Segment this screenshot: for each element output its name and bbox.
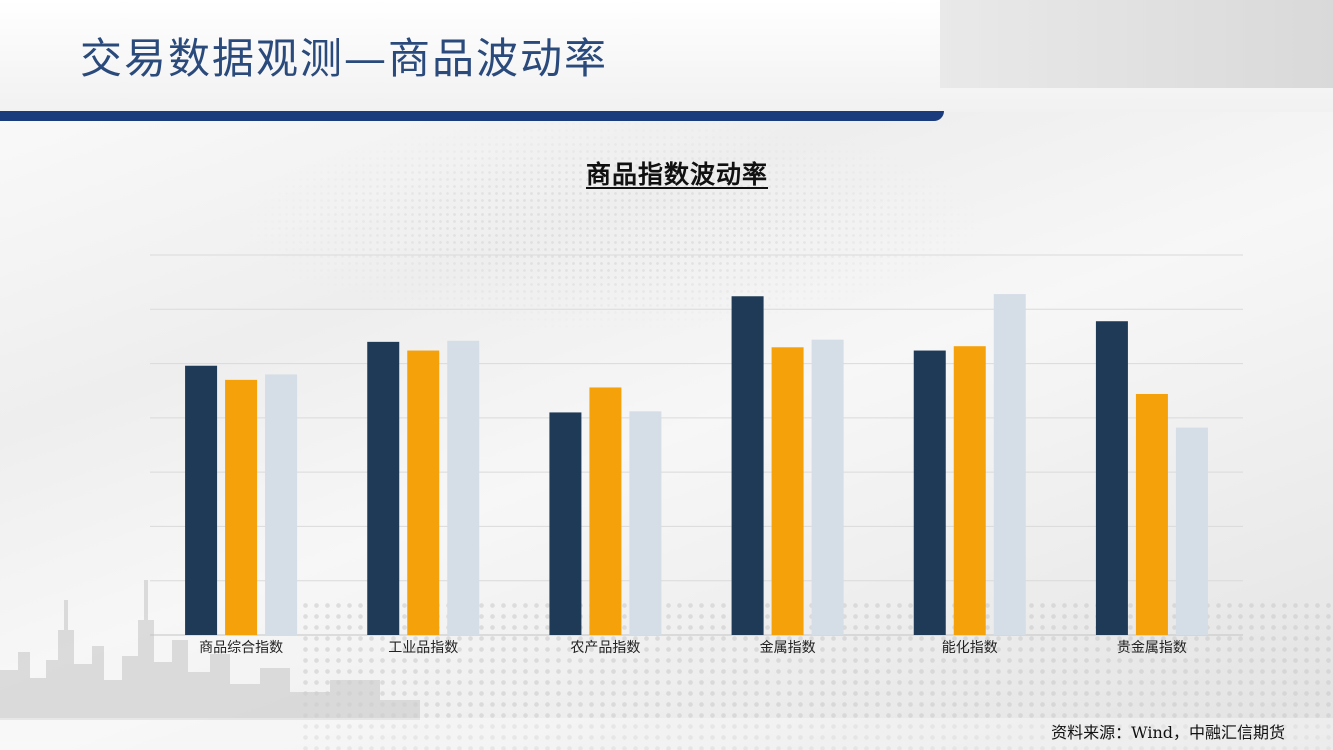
bar-series-1-6 [1095, 321, 1128, 635]
world-map-dots [150, 120, 1250, 380]
category-label: 商品综合指数 [199, 640, 283, 656]
bar-series-1-2 [367, 341, 400, 635]
bar-series-3-6 [1175, 427, 1208, 635]
source-note: 资料来源：Wind，中融汇信期货 [1051, 723, 1285, 742]
bar-series-2-2 [407, 350, 440, 635]
bar-series-2-5 [953, 346, 986, 635]
category-label: 农产品指数 [570, 640, 640, 656]
bar-series-1-5 [913, 350, 946, 635]
bar-series-1-1 [185, 365, 218, 635]
category-label: 能化指数 [942, 640, 998, 656]
bar-series-3-2 [447, 340, 480, 635]
category-label: 工业品指数 [388, 640, 458, 656]
chart-gridlines [150, 254, 1243, 636]
bar-series-3-4 [811, 339, 844, 635]
bar-series-2-6 [1135, 393, 1168, 635]
header-band-accent [940, 0, 1333, 88]
bar-series-3-1 [265, 374, 298, 635]
bar-series-3-3 [629, 411, 662, 635]
bar-series-2-4 [771, 347, 804, 635]
chart-title: 商品指数波动率 [586, 160, 769, 189]
page-title: 交易数据观测—商品波动率 [80, 34, 609, 83]
bar-series-1-4 [731, 296, 764, 635]
category-label: 贵金属指数 [1117, 640, 1187, 656]
bar-series-1-3 [549, 412, 582, 635]
bar-series-2-3 [589, 387, 622, 635]
title-rule [0, 111, 944, 121]
bar-series-2-1 [225, 379, 258, 635]
bar-series-3-5 [993, 294, 1026, 635]
chart-bars [185, 294, 1208, 635]
chart-category-labels: 商品综合指数 工业品指数 农产品指数 金属指数 能化指数 贵金属指数 [199, 640, 1187, 656]
category-label: 金属指数 [760, 640, 816, 656]
footer-bar [0, 718, 1333, 750]
city-skyline [0, 580, 420, 720]
